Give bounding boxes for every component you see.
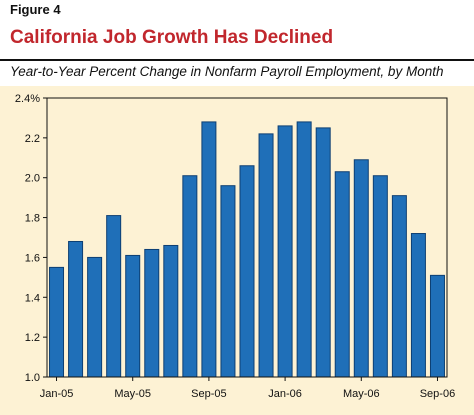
y-tick-label: 2.0 [25,173,40,185]
x-tick-label: May-05 [114,388,151,400]
y-tick-label: 1.6 [25,252,40,264]
title-divider [0,59,474,61]
bar-May-06 [353,159,369,378]
bar-Apr-06 [334,171,350,378]
bar-Mar-05 [87,256,103,378]
bar-Sep-05 [201,121,217,378]
y-tick-label: 1.8 [25,213,40,225]
bar-Jan-06 [277,125,293,378]
bar-Nov-05 [239,165,255,378]
x-tick-label: May-06 [343,388,380,400]
chart-title: California Job Growth Has Declined [10,27,334,48]
bar-Oct-05 [220,185,236,378]
x-axis: Jan-05 May-05 Sep-05 Jan-06 May-06 Sep-06 [40,377,455,400]
y-tick-label: 2.2 [25,133,40,145]
bar-Jul-05 [163,244,179,378]
chart-subtitle: Year-to-Year Percent Change in Nonfarm P… [10,64,444,79]
x-tick-label: Sep-05 [191,388,226,400]
bar-Apr-05 [106,215,122,378]
y-tick-label: 1.4 [25,292,40,304]
bar-Feb-05 [68,240,84,378]
x-tick-label: Sep-06 [420,388,455,400]
bar-Feb-06 [296,121,312,378]
bar-Jun-05 [144,248,160,378]
plot-frame [46,97,448,378]
bars [49,121,445,378]
bar-Dec-05 [258,133,274,378]
bar-Mar-06 [315,127,331,378]
x-tick-label: Jan-05 [40,388,74,400]
bar-Sep-06 [429,274,445,378]
bar-chart: 1.0 1.2 1.4 1.6 1.8 2.0 2.2 2.4% Jan-05 May-05 Se… [15,93,455,400]
y-tick-label: 1.2 [25,332,40,344]
y-axis: 1.0 1.2 1.4 1.6 1.8 2.0 2.2 2.4% [15,93,47,384]
figure-label: Figure 4 [10,2,61,17]
bar-Jun-06 [372,175,388,378]
y-tick-label: 2.4% [15,93,40,105]
bar-Aug-06 [410,233,426,378]
x-tick-label: Jan-06 [268,388,302,400]
bar-Jul-06 [391,195,407,378]
bar-Jan-05 [49,266,65,378]
bar-Aug-05 [182,175,198,378]
y-tick-label: 1.0 [25,372,40,384]
bar-May-05 [125,254,141,378]
